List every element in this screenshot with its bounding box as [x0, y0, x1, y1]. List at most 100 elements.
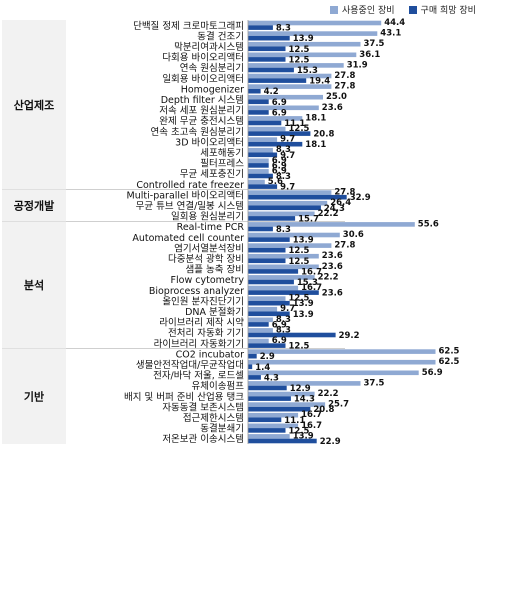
value-label-in-use: 37.5: [364, 39, 385, 49]
value-label-wish: 6.9: [272, 320, 287, 330]
value-label-wish: 18.1: [305, 140, 326, 150]
value-label-wish: 2.9: [260, 352, 275, 362]
value-label-wish: 4.2: [264, 87, 279, 97]
value-label-wish: 11.1: [284, 119, 305, 129]
bar-in-use: [248, 31, 378, 36]
value-label-wish: 15.3: [297, 66, 318, 76]
value-label-wish: 9.7: [280, 183, 295, 193]
value-label-in-use: 23.6: [322, 262, 343, 272]
bar-in-use: [248, 126, 286, 132]
group-band: [2, 189, 66, 222]
category-label: Multi-parallel 바이오리액터: [127, 189, 244, 201]
bar-wish: [248, 173, 273, 179]
value-label-in-use: 5.6: [268, 177, 283, 187]
value-label-in-use: 27.8: [334, 82, 355, 92]
bar-wish: [248, 279, 294, 285]
bar-wish: [248, 57, 286, 62]
bar-wish: [248, 428, 286, 433]
group-label: 산업제조: [14, 98, 54, 112]
value-label-in-use: 18.1: [305, 113, 326, 123]
legend: 사용중인 장비 구매 희망 장비: [330, 3, 476, 16]
category-label: 배지 및 버퍼 준비 산업용 탱크: [124, 391, 244, 403]
bar-in-use: [248, 169, 269, 174]
group-label: 기반: [24, 389, 44, 403]
value-label-in-use: 22.2: [318, 209, 339, 219]
bar-in-use: [248, 253, 319, 259]
category-label: 자동동결 보존시스템: [162, 401, 244, 413]
bar-in-use: [248, 296, 286, 301]
value-label-wish: 15.3: [297, 278, 318, 288]
bar-wish: [248, 300, 290, 306]
bar-wish: [248, 258, 286, 264]
value-label-wish: 16.7: [301, 267, 322, 277]
bar-in-use: [248, 137, 278, 142]
value-label-in-use: 44.4: [384, 18, 405, 28]
value-label-wish: 12.9: [290, 384, 311, 394]
bar-in-use: [248, 105, 319, 111]
category-label: 저속 세포 원심분리기: [159, 106, 244, 117]
category-label: Flow cytometry: [171, 275, 245, 286]
bar-wish: [248, 438, 317, 444]
value-label-in-use: 22.2: [318, 272, 339, 282]
value-label-in-use: 27.8: [334, 71, 355, 81]
bar-in-use: [248, 200, 328, 206]
legend-swatch-wish: [408, 5, 417, 14]
bar-in-use: [248, 147, 273, 153]
bar-wish: [248, 237, 290, 242]
category-label: 유체이송펌프: [192, 380, 245, 392]
bar-wish: [248, 385, 287, 391]
value-label-in-use: 27.8: [334, 188, 355, 198]
group-band: [2, 20, 66, 190]
bar-wish: [248, 375, 261, 380]
bar-in-use: [248, 232, 340, 238]
category-label: 라이브러리 자동화기기: [154, 339, 244, 350]
value-label-in-use: 23.6: [322, 251, 343, 261]
value-label-in-use: 56.9: [422, 368, 443, 378]
category-label: 다회용 바이오리액터: [162, 52, 244, 64]
bar-wish: [248, 406, 311, 412]
bar-wish: [248, 99, 269, 105]
value-label-wish: 20.8: [313, 130, 334, 140]
value-label-wish: 13.9: [293, 310, 314, 320]
bar-in-use: [248, 179, 265, 185]
value-label-in-use: 25.7: [328, 400, 349, 410]
category-label: 전자/바닥 저울, 로드셀: [153, 371, 244, 382]
bar-in-use: [248, 190, 332, 195]
category-label: Homogenizer: [181, 84, 244, 95]
value-label-in-use: 12.5: [289, 294, 310, 304]
bar-wish: [248, 396, 291, 401]
category-label: 단백질 정제 크로마토그래피: [133, 20, 244, 32]
category-label: 다중분석 광학 장비: [168, 253, 244, 265]
value-label-in-use: 16.7: [301, 421, 322, 431]
bar-wish: [248, 110, 269, 115]
category-label: 샘플 농축 장비: [186, 265, 244, 276]
value-label-wish: 1.4: [255, 363, 270, 373]
category-label: 3D 바이오리액터: [175, 136, 244, 148]
bar-wish: [248, 152, 278, 158]
value-label-wish: 12.5: [289, 426, 310, 436]
bar-wish: [248, 163, 269, 168]
category-label: 무균 세포충진기: [180, 169, 244, 180]
legend-label-wish: 구매 희망 장비: [420, 6, 476, 16]
value-label-in-use: 43.1: [380, 29, 401, 39]
bar-in-use: [248, 338, 269, 344]
bar-wish: [248, 343, 286, 348]
value-label-in-use: 23.6: [322, 103, 343, 113]
category-label: Real-time PCR: [177, 222, 245, 233]
bar-wish: [248, 46, 286, 52]
category-label: 연속 초고속 원심분리기: [151, 127, 244, 138]
bar-wish: [248, 194, 347, 200]
value-label-wish: 19.4: [309, 77, 330, 87]
bar-wish: [248, 269, 299, 274]
bar-in-use: [248, 381, 361, 386]
category-label: 동결 건조기: [197, 31, 244, 42]
category-label: Bioprocess analyzer: [149, 286, 244, 297]
category-label: 무균 튜브 연결/밀봉 시스템: [136, 200, 244, 212]
category-label: 세포해동기: [200, 147, 244, 159]
bar-wish: [248, 322, 269, 327]
bar-in-use: [248, 423, 299, 429]
bar-in-use: [248, 20, 382, 26]
bar-wish: [248, 67, 294, 73]
bar-in-use: [248, 116, 303, 121]
